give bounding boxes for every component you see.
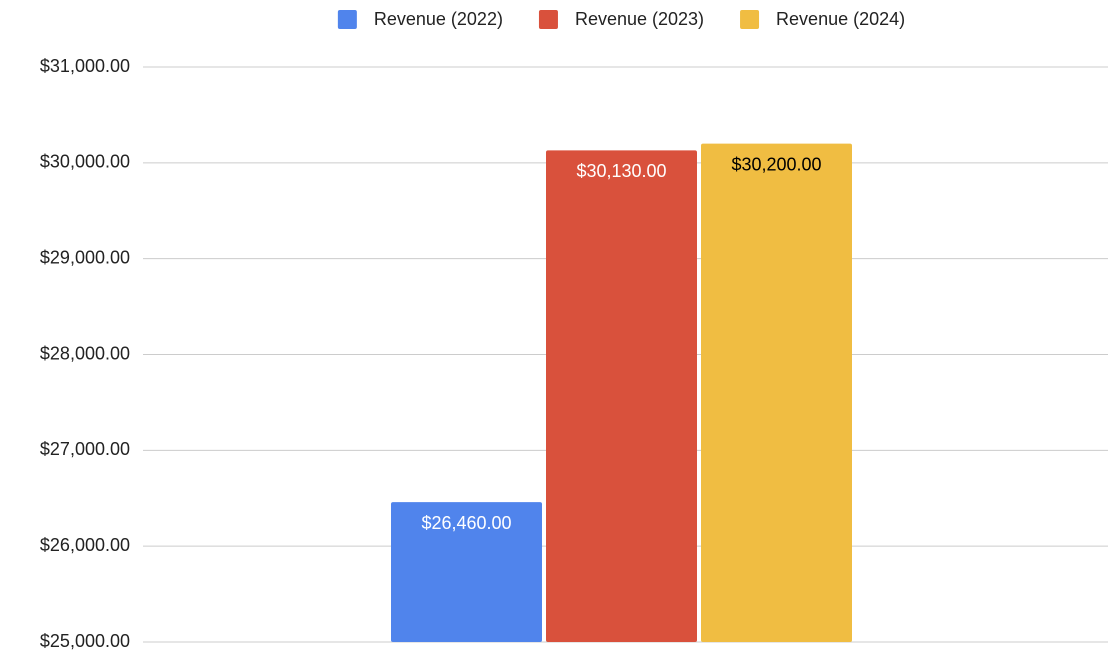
y-tick-label: $27,000.00 (40, 439, 130, 459)
legend-swatch (538, 10, 558, 29)
y-tick-label: $26,000.00 (40, 535, 130, 555)
y-tick-label: $25,000.00 (40, 631, 130, 651)
legend-label: Revenue (2024) (776, 9, 905, 29)
legend-swatch (740, 10, 760, 29)
value-label: $30,130.00 (576, 161, 666, 181)
y-tick-label: $29,000.00 (40, 247, 130, 267)
value-label: $30,200.00 (731, 154, 821, 174)
bar (701, 143, 852, 642)
bar (546, 150, 697, 642)
legend-label: Revenue (2023) (575, 9, 704, 29)
value-label: $26,460.00 (421, 513, 511, 533)
legend-label: Revenue (2022) (374, 9, 503, 29)
y-tick-label: $28,000.00 (40, 343, 130, 363)
y-tick-label: $31,000.00 (40, 56, 130, 76)
y-tick-label: $30,000.00 (40, 152, 130, 172)
legend-swatch (337, 10, 357, 29)
bar (391, 502, 542, 642)
